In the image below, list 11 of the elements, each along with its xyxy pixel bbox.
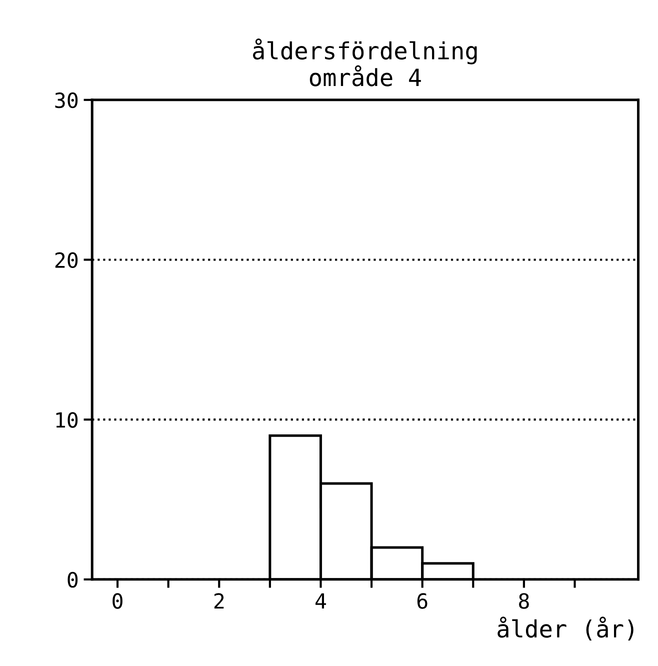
x-tick-label: 0	[112, 593, 122, 609]
y-tick-label: 30	[55, 92, 78, 108]
y-tick-label: 0	[68, 572, 78, 588]
chart-title: åldersfördelning område 4	[253, 38, 477, 86]
x-tick-label: 4	[316, 593, 326, 609]
y-tick-label: 20	[55, 252, 78, 268]
x-tick-label: 8	[519, 593, 529, 609]
x-axis-title: ålder (år)	[498, 616, 634, 640]
y-tick-label: 10	[56, 412, 78, 428]
x-tick-label: 2	[214, 593, 224, 609]
x-tick-label: 6	[417, 593, 428, 609]
